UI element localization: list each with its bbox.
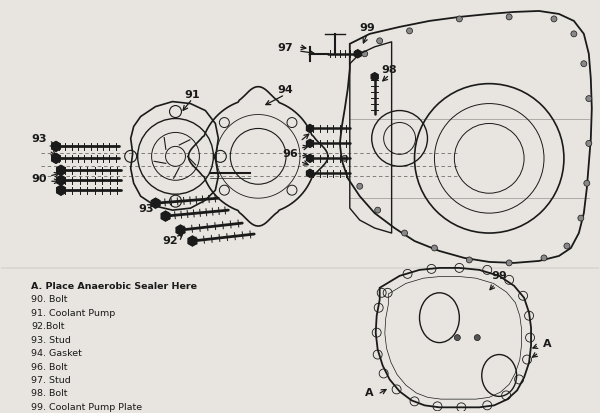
Text: 93: 93 xyxy=(31,134,47,144)
Text: 90: 90 xyxy=(31,174,47,184)
Circle shape xyxy=(454,335,460,341)
Text: 92: 92 xyxy=(163,235,178,245)
Polygon shape xyxy=(307,155,313,163)
Circle shape xyxy=(571,32,577,38)
Polygon shape xyxy=(52,154,61,164)
Text: 97: 97 xyxy=(277,43,293,53)
Circle shape xyxy=(551,17,557,23)
Polygon shape xyxy=(151,199,160,209)
Circle shape xyxy=(564,243,570,249)
Text: 96: 96 xyxy=(282,149,298,159)
Circle shape xyxy=(541,255,547,261)
Text: 92.Bolt: 92.Bolt xyxy=(31,321,65,330)
Polygon shape xyxy=(176,225,185,235)
Circle shape xyxy=(584,181,590,187)
Text: 91: 91 xyxy=(185,89,200,100)
Circle shape xyxy=(374,208,380,214)
Text: A. Place Anaerobic Sealer Here: A. Place Anaerobic Sealer Here xyxy=(31,281,197,290)
Text: 96. Bolt: 96. Bolt xyxy=(31,362,68,370)
Text: A: A xyxy=(542,338,551,348)
Text: 99: 99 xyxy=(360,23,376,33)
Polygon shape xyxy=(307,140,313,148)
Text: 99. Coolant Pump Plate: 99. Coolant Pump Plate xyxy=(31,402,142,411)
Polygon shape xyxy=(371,74,378,81)
Circle shape xyxy=(357,184,363,190)
Polygon shape xyxy=(188,237,197,247)
Text: 97. Stud: 97. Stud xyxy=(31,375,71,384)
Circle shape xyxy=(466,257,472,263)
Text: 99: 99 xyxy=(491,270,507,280)
Text: 98: 98 xyxy=(382,64,397,74)
Circle shape xyxy=(586,96,592,102)
Text: 94. Gasket: 94. Gasket xyxy=(31,348,82,357)
Polygon shape xyxy=(56,166,65,176)
Circle shape xyxy=(581,62,587,68)
Polygon shape xyxy=(355,51,361,59)
Text: 93. Stud: 93. Stud xyxy=(31,335,71,344)
Polygon shape xyxy=(56,186,65,196)
Circle shape xyxy=(401,230,407,237)
Circle shape xyxy=(506,260,512,266)
Polygon shape xyxy=(161,211,170,221)
Circle shape xyxy=(342,156,348,162)
Circle shape xyxy=(377,39,383,45)
Circle shape xyxy=(586,141,592,147)
Circle shape xyxy=(407,29,413,35)
Text: 90. Bolt: 90. Bolt xyxy=(31,294,68,304)
Polygon shape xyxy=(56,176,65,186)
Circle shape xyxy=(506,15,512,21)
Text: 94: 94 xyxy=(277,84,293,95)
Text: 93: 93 xyxy=(138,204,154,214)
Text: A: A xyxy=(365,387,374,397)
Polygon shape xyxy=(307,125,313,133)
Polygon shape xyxy=(307,170,313,178)
Circle shape xyxy=(578,216,584,221)
Circle shape xyxy=(431,245,437,252)
Circle shape xyxy=(362,52,368,58)
Circle shape xyxy=(457,17,463,23)
Circle shape xyxy=(474,335,480,341)
Polygon shape xyxy=(52,142,61,152)
Text: 91. Coolant Pump: 91. Coolant Pump xyxy=(31,308,115,317)
Text: 98. Bolt: 98. Bolt xyxy=(31,389,68,397)
